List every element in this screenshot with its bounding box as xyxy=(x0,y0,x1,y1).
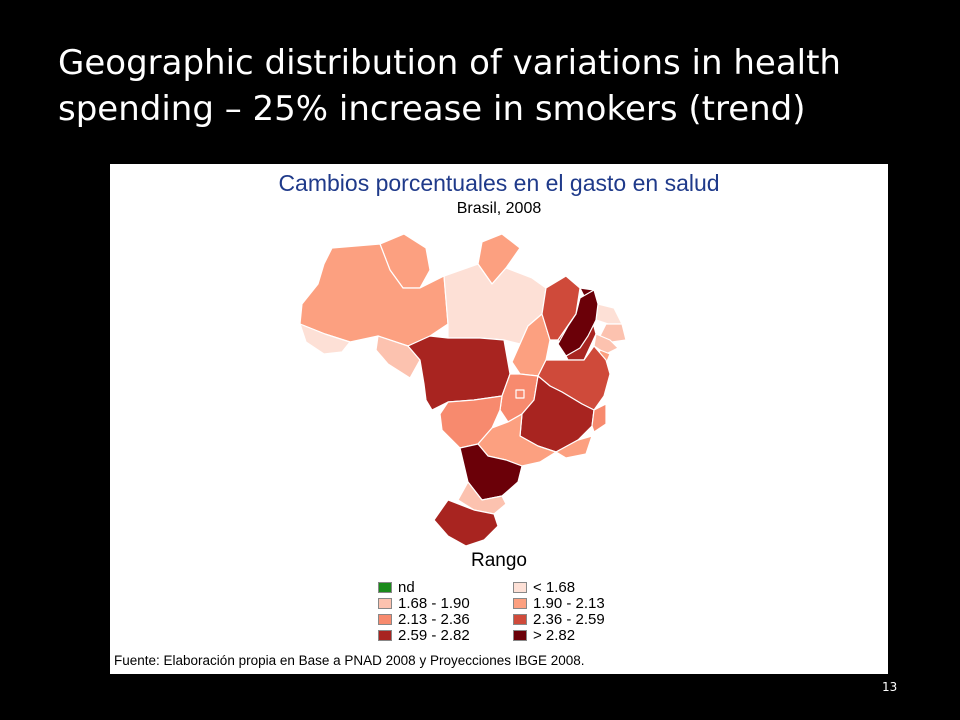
state-rio-de-janeiro xyxy=(555,435,593,459)
state-rio-grande-do-sul xyxy=(433,499,499,547)
legend: nd < 1.68 1.68 - 1.90 1.90 - 2.13 2.13 - 2.3… xyxy=(378,579,638,644)
page-number: 13 xyxy=(882,680,898,694)
legend-label: 1.90 - 2.13 xyxy=(533,595,605,612)
legend-label: 2.13 - 2.36 xyxy=(398,611,470,628)
legend-label: 1.68 - 1.90 xyxy=(398,595,470,612)
legend-item: < 1.68 xyxy=(513,579,638,596)
slide-title: Geographic distribution of variations in… xyxy=(58,40,918,132)
legend-item: 2.59 - 2.82 xyxy=(378,627,513,644)
state-pernambuco xyxy=(557,289,599,357)
map-subtitle: Brasil, 2008 xyxy=(456,200,542,217)
legend-item: 1.90 - 2.13 xyxy=(513,595,638,612)
legend-swatch xyxy=(513,598,527,609)
state-distrito-federal xyxy=(515,389,525,399)
legend-swatch xyxy=(378,630,392,641)
legend-label: nd xyxy=(398,579,415,596)
brazil-choropleth-map xyxy=(299,233,627,547)
state-espirito-santo xyxy=(591,403,607,433)
state-acre xyxy=(299,323,351,355)
legend-item: nd xyxy=(378,579,513,596)
state-santa-catarina xyxy=(457,481,507,515)
legend-swatch xyxy=(378,614,392,625)
map-figure: Cambios porcentuales en el gasto en salu… xyxy=(110,164,888,674)
legend-label: 2.59 - 2.82 xyxy=(398,627,470,644)
map-title: Cambios porcentuales en el gasto en salu… xyxy=(278,170,720,196)
state-alagoas xyxy=(593,333,619,355)
legend-swatch xyxy=(513,614,527,625)
legend-item: 1.68 - 1.90 xyxy=(378,595,513,612)
slide-title-line-1: Geographic distribution of variations in… xyxy=(58,43,841,83)
legend-swatch xyxy=(513,582,527,593)
legend-label: 2.36 - 2.59 xyxy=(533,611,605,628)
legend-item: 2.13 - 2.36 xyxy=(378,611,513,628)
state-paraiba xyxy=(599,323,627,343)
legend-item: 2.36 - 2.59 xyxy=(513,611,638,628)
source-note: Fuente: Elaboración propia en Base a PNA… xyxy=(114,653,585,668)
legend-title: Rango xyxy=(471,550,527,571)
legend-swatch xyxy=(378,582,392,593)
legend-item: > 2.82 xyxy=(513,627,638,644)
legend-swatch xyxy=(513,630,527,641)
legend-label: < 1.68 xyxy=(533,579,576,596)
state-maranhao xyxy=(541,275,581,341)
legend-label: > 2.82 xyxy=(533,627,576,644)
state-rio-grande-do-norte xyxy=(595,303,623,325)
slide-title-line-2: spending – 25% increase in smokers (tren… xyxy=(58,89,806,129)
legend-swatch xyxy=(378,598,392,609)
